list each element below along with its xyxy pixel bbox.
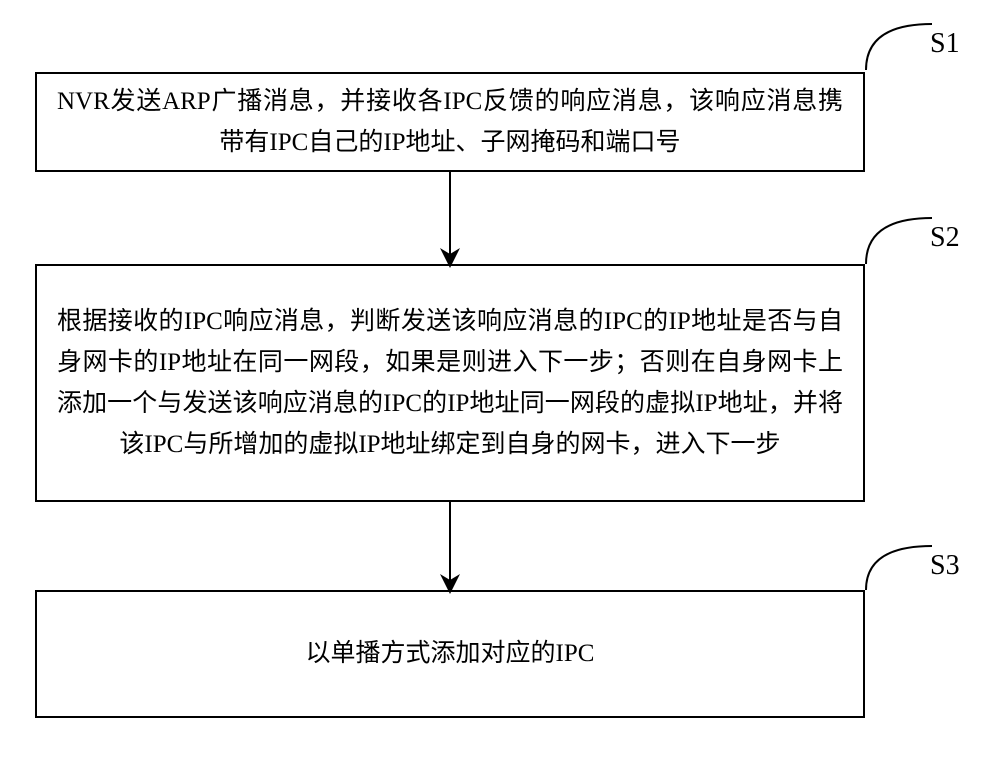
connector-layer — [0, 0, 1000, 765]
flowchart-canvas: NVR发送ARP广播消息，并接收各IPC反馈的响应消息，该响应消息携带有IPC自… — [0, 0, 1000, 765]
